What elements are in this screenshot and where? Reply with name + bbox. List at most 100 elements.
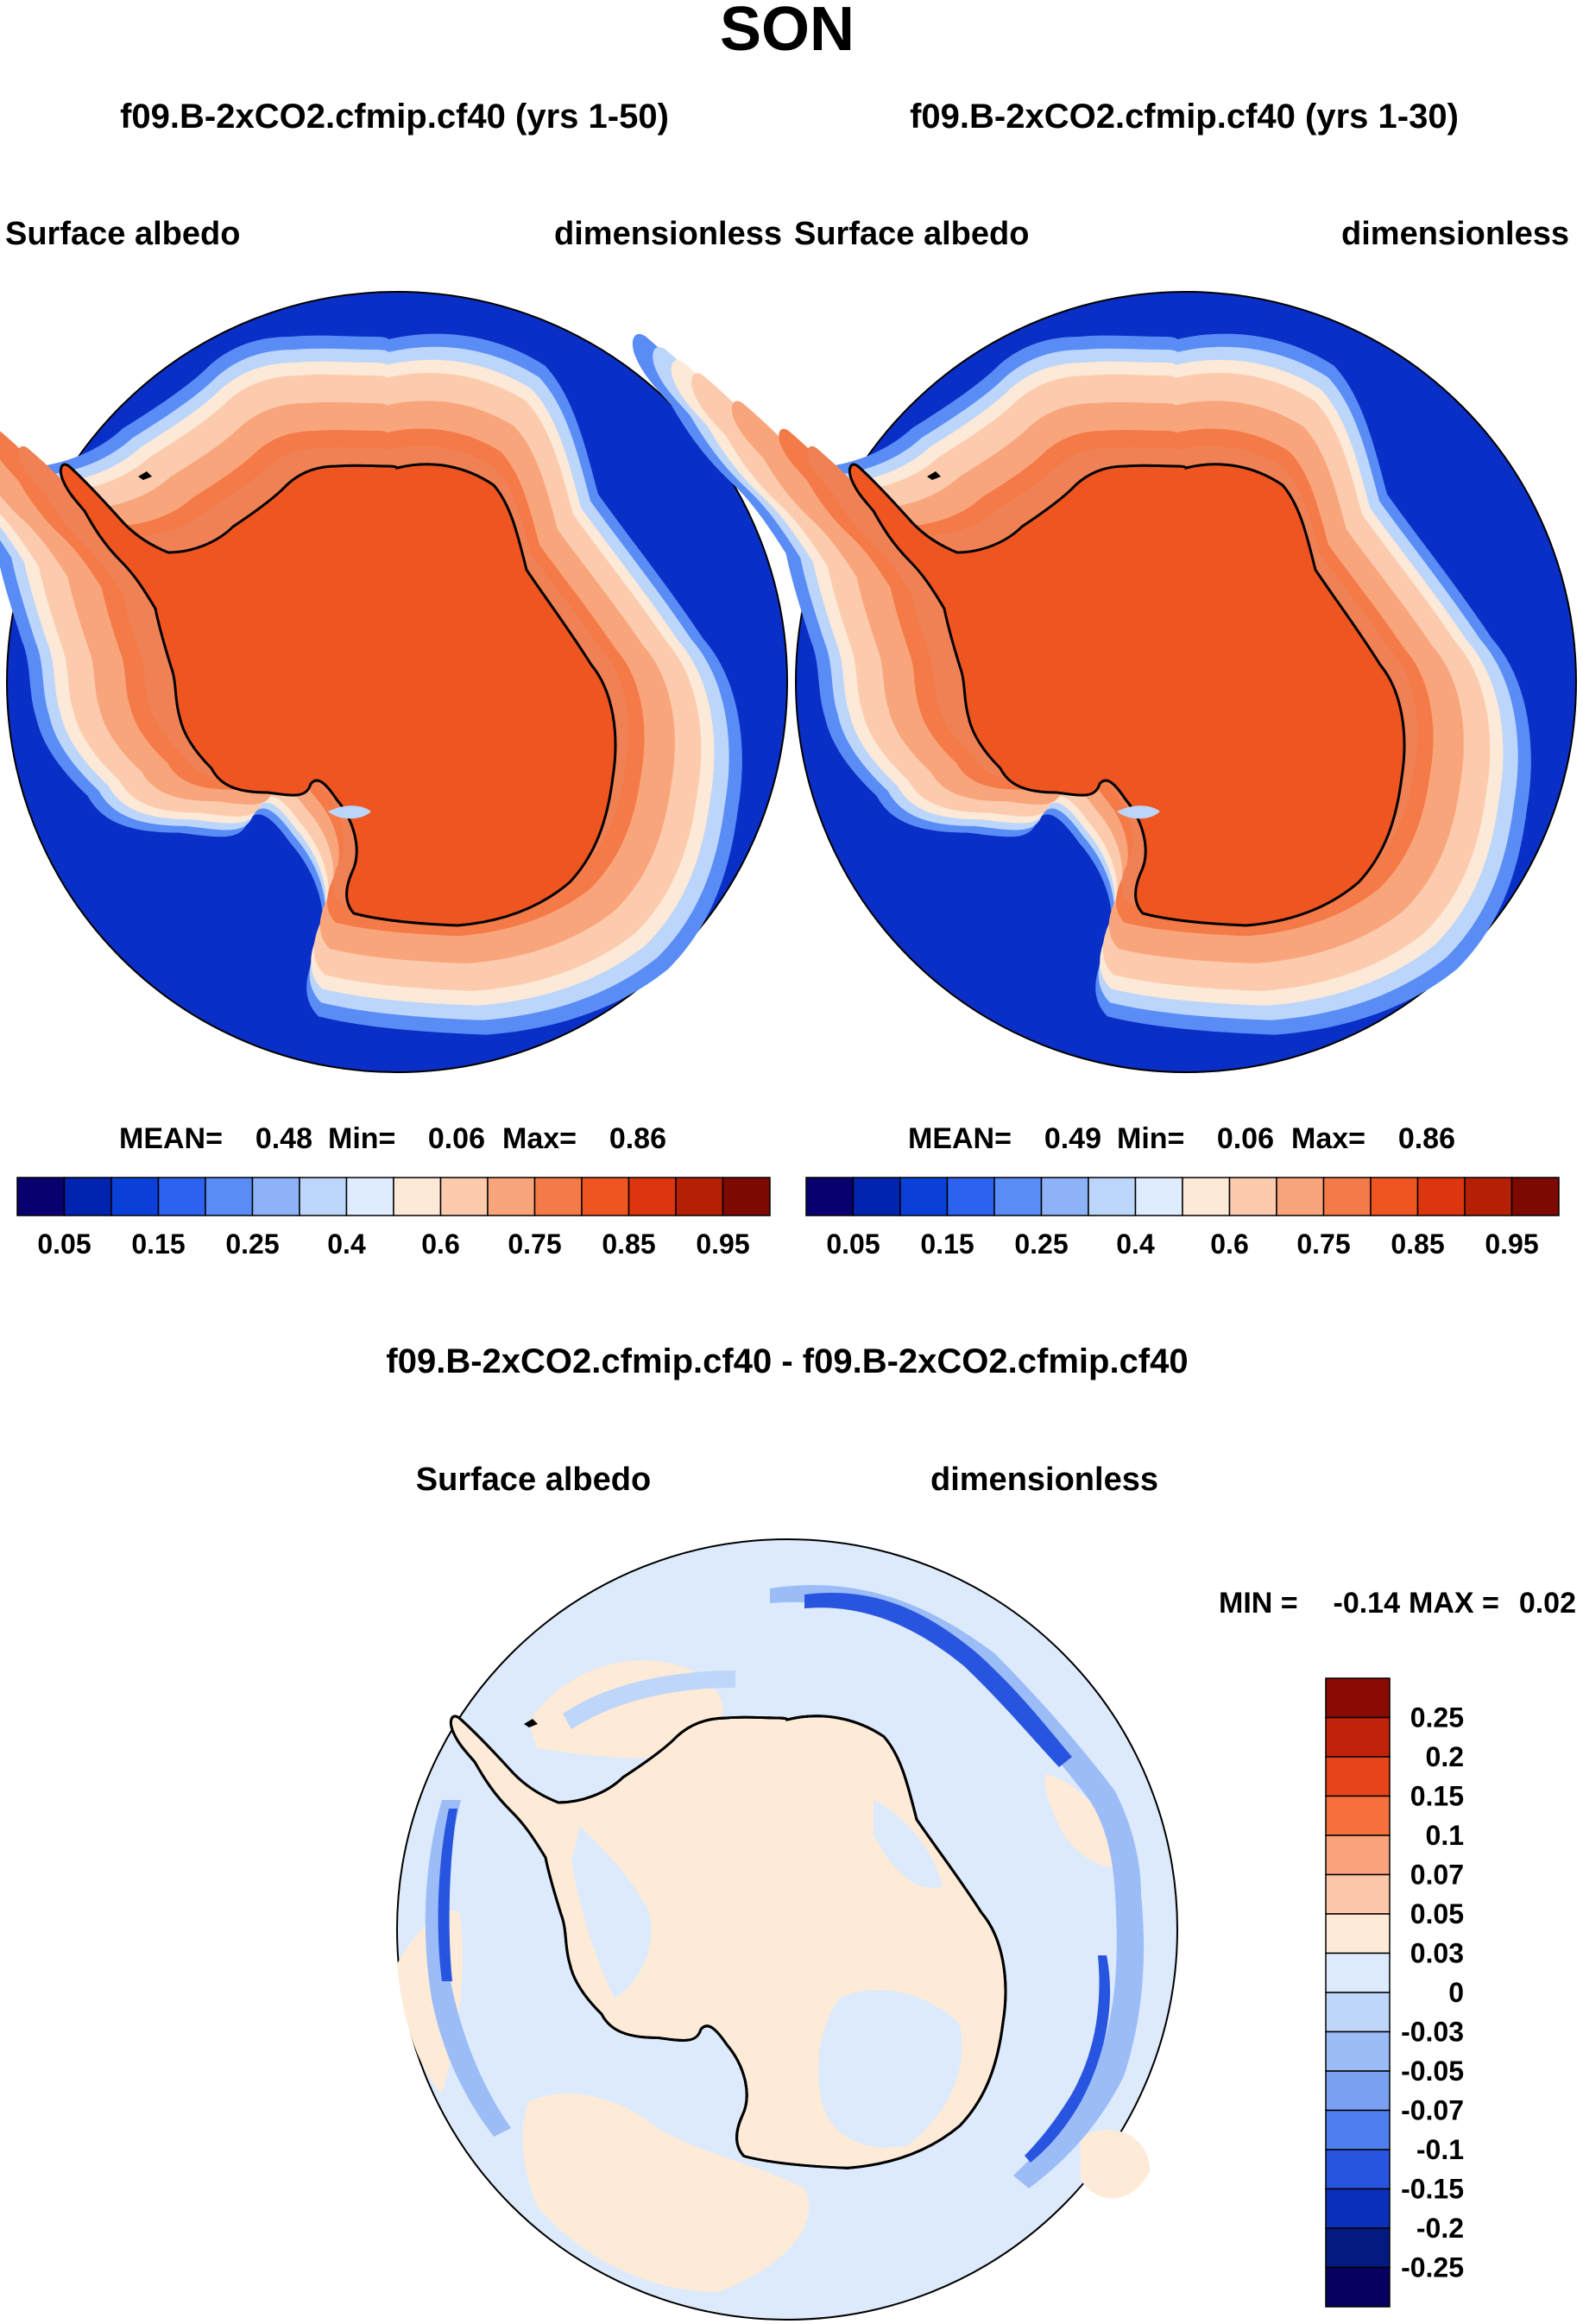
panel-2-ross-patch <box>1117 805 1160 819</box>
panel-3-colorbar-box <box>1325 1756 1391 1797</box>
panel-3-case-title: f09.B-2xCO2.cfmip.cf40 - f09.B-2xCO2.cfm… <box>386 1342 1188 1380</box>
panel-3-strong-west <box>438 1809 457 1981</box>
panel-1-case-title: f09.B-2xCO2.cfmip.cf40 (yrs 1-50) <box>120 98 669 136</box>
panel-2-colorbar-box <box>805 1177 855 1216</box>
panel-3-colorbar: 0.25 0.2 0.15 0.1 0.07 0.05 0.03 0 -0.03 -0.05 -0.… <box>1325 1677 1464 2308</box>
panel-3-colorbar-label: 0.15 <box>1410 1781 1464 1812</box>
panel-3-colorbar-label: -0.07 <box>1401 2095 1464 2126</box>
panel-3-min-value: -0.14 <box>1334 1587 1401 1620</box>
panel-3-colorbar-box <box>1325 1992 1391 2033</box>
panel-2-mean-value: 0.49 <box>1044 1122 1101 1155</box>
panel-3-colorbar-label: -0.25 <box>1401 2252 1464 2283</box>
panel-3-colorbar-box <box>1325 1677 1391 1719</box>
panel-3-continent-negative-3 <box>873 1800 943 1888</box>
panel-1-max-value: 0.86 <box>609 1122 666 1155</box>
panel-1-colorbar-box <box>581 1177 630 1216</box>
panel-3-colorbar-box <box>1325 1716 1391 1758</box>
panel-3-island <box>524 1719 538 1727</box>
panel-2-colorbar-label: 0.85 <box>1391 1228 1444 1260</box>
panel-3-colorbar-label: -0.05 <box>1401 2056 1464 2087</box>
panel-2-colorbar-box <box>1510 1177 1560 1216</box>
panel-1-colorbar-label: 0.85 <box>602 1228 655 1260</box>
panel-2-mean-label: MEAN= <box>908 1122 1012 1155</box>
panel-1-mean-value: 0.48 <box>255 1122 312 1155</box>
panel-2-colorbar-box <box>1134 1177 1183 1216</box>
panel-2-max-label: Max= <box>1291 1122 1365 1155</box>
season-title: SON <box>720 0 855 64</box>
panel-1-colorbar-label: 0.4 <box>327 1228 366 1260</box>
panel-1-colorbar-label: 0.15 <box>131 1228 185 1260</box>
panel-2-colorbar-box <box>852 1177 901 1216</box>
panel-2-colorbar-box <box>1040 1177 1089 1216</box>
panel-1-island <box>138 471 152 480</box>
panel-1-colorbar-box <box>299 1177 348 1216</box>
panel-1-colorbar-box <box>63 1177 112 1216</box>
panel-1-colorbar-box <box>110 1177 160 1216</box>
panel-2-colorbar-label: 0.4 <box>1116 1228 1155 1260</box>
panel-2-units: dimensionless <box>1341 216 1569 252</box>
panel-1-colorbar-box <box>487 1177 536 1216</box>
panel-3: f09.B-2xCO2.cfmip.cf40 - f09.B-2xCO2.cfm… <box>386 1342 1576 2321</box>
panel-3-positive-patch-5 <box>1081 2130 1150 2199</box>
panel-1-colorbar-box <box>157 1177 206 1216</box>
panel-1-colorbar-label: 0.05 <box>37 1228 91 1260</box>
panel-3-colorbar-box <box>1325 2030 1391 2072</box>
panel-3-colorbar-box <box>1325 1952 1391 1993</box>
panel-3-colorbar-label: -0.2 <box>1416 2213 1464 2244</box>
panel-3-colorbar-label: 0.07 <box>1410 1860 1464 1891</box>
panel-2-colorbar-box <box>1228 1177 1277 1216</box>
panel-1-colorbar-box <box>675 1177 724 1216</box>
panel-3-colorbar-label: 0.25 <box>1410 1702 1464 1734</box>
panel-3-units: dimensionless <box>930 1462 1158 1498</box>
panel-1-colorbar-box <box>16 1177 66 1216</box>
panel-1-map <box>0 291 788 1073</box>
panel-3-colorbar-box <box>1325 2266 1391 2308</box>
panel-3-light-ring <box>563 1670 735 1729</box>
panel-2-colorbar-box <box>1182 1177 1231 1216</box>
panel-1-colorbar-box <box>722 1177 771 1216</box>
panel-1-units: dimensionless <box>554 216 782 252</box>
panel-1-colorbar-label: 0.95 <box>696 1228 749 1260</box>
panel-2-colorbar-box <box>1416 1177 1466 1216</box>
panel-3-continent-negative-1 <box>571 1826 652 1999</box>
panel-3-colorbar-box <box>1325 2070 1391 2112</box>
panel-1-min-label: Min= <box>328 1122 395 1155</box>
panel-3-map <box>396 1538 1178 2321</box>
panel-1-colorbar: 0.05 0.15 0.25 0.4 0.6 0.75 0.85 0.95 <box>16 1177 771 1260</box>
panel-1-colorbar-box <box>439 1177 489 1216</box>
panel-3-colorbar-label: 0.2 <box>1426 1741 1464 1772</box>
panel-2-max-value: 0.86 <box>1398 1122 1455 1155</box>
panel-3-colorbar-label: 0 <box>1448 1977 1464 2008</box>
panel-2-colorbar-box <box>1464 1177 1513 1216</box>
panel-2-map <box>632 291 1577 1073</box>
panel-3-colorbar-box <box>1325 2149 1391 2190</box>
panel-3-colorbar-label: -0.15 <box>1401 2174 1464 2205</box>
panel-3-positive-patch-3 <box>522 2093 810 2292</box>
panel-2-colorbar: 0.05 0.15 0.25 0.4 0.6 0.75 0.85 0.95 <box>805 1177 1560 1260</box>
panel-3-colorbar-box <box>1325 1873 1391 1915</box>
panel-3-max-label: MAX = <box>1409 1587 1499 1620</box>
panel-2-colorbar-label: 0.15 <box>920 1228 974 1260</box>
panel-1-colorbar-box <box>205 1177 254 1216</box>
panel-1-ross-patch <box>328 805 371 819</box>
panel-2-colorbar-box <box>1088 1177 1137 1216</box>
panel-3-colorbar-label: 0.1 <box>1426 1820 1464 1851</box>
panel-1-colorbar-box <box>533 1177 583 1216</box>
panel-2-colorbar-box <box>1276 1177 1325 1216</box>
panel-1-max-label: Max= <box>502 1122 577 1155</box>
panel-2-colorbar-box <box>899 1177 949 1216</box>
panel-3-colorbar-box <box>1325 1835 1391 1876</box>
panel-2-island <box>927 471 941 480</box>
panel-1: f09.B-2xCO2.cfmip.cf40 (yrs 1-50) Surfac… <box>0 98 788 1260</box>
panel-2-colorbar-label: 0.25 <box>1014 1228 1068 1260</box>
panel-2-colorbar-label: 0.75 <box>1296 1228 1350 1260</box>
panel-3-colorbar-box <box>1325 1913 1391 1955</box>
panel-2-min-value: 0.06 <box>1217 1122 1274 1155</box>
panel-3-min-label: MIN = <box>1219 1587 1298 1620</box>
panel-2: f09.B-2xCO2.cfmip.cf40 (yrs 1-30) Surfac… <box>632 98 1577 1260</box>
panel-2-colorbar-label: 0.95 <box>1485 1228 1538 1260</box>
panel-3-variable: Surface albedo <box>416 1462 651 1498</box>
panel-3-continent-negative-2 <box>818 1990 962 2148</box>
panel-3-colorbar-label: 0.03 <box>1410 1938 1464 1969</box>
